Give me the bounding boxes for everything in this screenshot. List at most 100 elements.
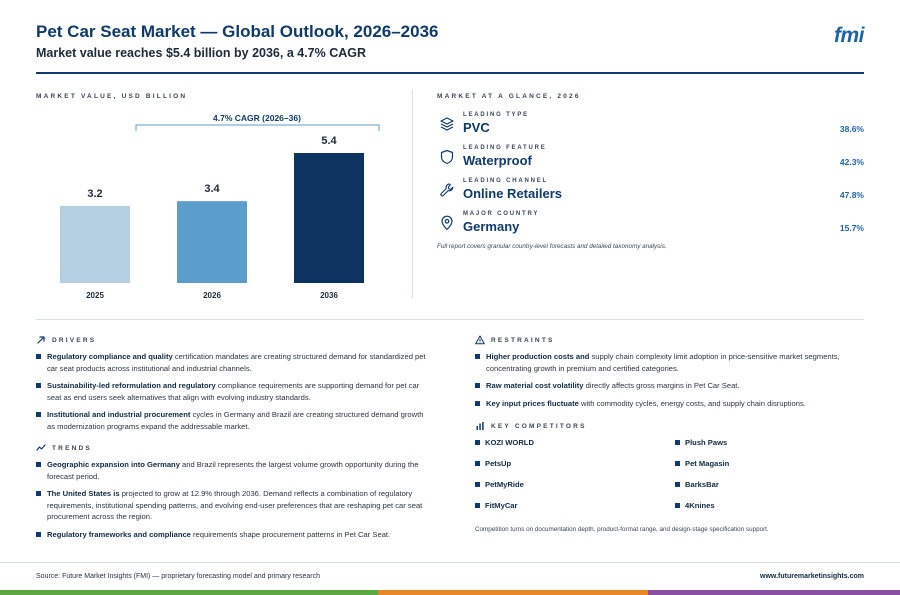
- wrench-icon: [440, 183, 454, 197]
- competitor-label: PetMyRide: [485, 480, 524, 489]
- bullet-bold: Key input prices fluctuate: [486, 398, 579, 408]
- market-value-bar-chart: 3.2 2025 3.4 2026 5.4 2036 4.7% CAGR (2026–36): [60, 113, 380, 300]
- glance-value: PVC: [463, 120, 490, 135]
- website-link[interactable]: www.futuremarketinsights.com: [760, 573, 864, 580]
- trends-label: TRENDS: [52, 444, 92, 452]
- bullet-bold: Regulatory frameworks and compliance: [47, 529, 191, 539]
- bullet-marker: [675, 461, 680, 466]
- competitor-label: 4Knines: [685, 501, 715, 510]
- bullet-marker: [36, 491, 41, 496]
- bullet-marker: [475, 461, 480, 466]
- glance-item-feature: LEADING FEATURE Waterproof 42.3%: [437, 145, 864, 175]
- bullet-marker: [675, 440, 680, 445]
- bullet-marker: [36, 462, 41, 467]
- bullet-bold: Geographic expansion into Germany: [47, 460, 180, 469]
- bar-chart-icon: [476, 422, 484, 430]
- bullet-marker: [475, 440, 480, 445]
- glance-category: LEADING TYPE: [463, 112, 529, 118]
- color-bar-segment: [648, 590, 900, 595]
- list-item: Sustainability-led reformulation and reg…: [36, 380, 431, 403]
- glance-section-label: MARKET AT A GLANCE, 2026: [437, 93, 581, 100]
- color-bar-segment: [378, 590, 648, 595]
- bullet-bold: Sustainability-led reformulation and reg…: [47, 381, 216, 390]
- bottom-color-bar: [0, 590, 900, 595]
- trend-arrow-icon: [37, 336, 45, 344]
- glance-item-type: LEADING TYPE PVC 38.6%: [437, 112, 864, 142]
- value-label: 5.4: [321, 135, 337, 147]
- competitor-name: KOZI WORLD: [475, 438, 534, 447]
- bullet-bold: The United States is: [47, 489, 120, 498]
- drivers-label: DRIVERS: [52, 336, 97, 344]
- bullet-text: and Brazil represents the largest volume…: [47, 460, 419, 481]
- glance-category: MAJOR COUNTRY: [463, 211, 540, 217]
- bullet-text: cycles in Germany and Brazil are creatin…: [47, 410, 424, 431]
- glance-category: LEADING FEATURE: [463, 145, 547, 151]
- list-item: Key input prices fluctuate with commodit…: [475, 398, 865, 410]
- bullet-bold: Higher production costs and: [486, 352, 590, 361]
- bullet-marker: [675, 482, 680, 487]
- competitor-name: PetsUp: [475, 459, 511, 468]
- bullet-bold: Institutional and industrial procurement: [47, 410, 191, 419]
- trends-list: Geographic expansion into Germany and Br…: [36, 459, 431, 546]
- bullet-marker: [475, 383, 480, 388]
- page-title: Pet Car Seat Market — Global Outlook, 20…: [36, 22, 439, 41]
- list-item: The United States is projected to grow a…: [36, 488, 431, 523]
- list-item: Regulatory compliance and quality certif…: [36, 351, 431, 374]
- glance-value: Online Retailers: [463, 186, 562, 201]
- footer-divider: [0, 562, 900, 563]
- category-label: 2026: [203, 291, 221, 300]
- competitor-label: KOZI WORLD: [485, 438, 534, 447]
- glance-value: Waterproof: [463, 153, 532, 168]
- bullet-marker: [475, 503, 480, 508]
- page-subtitle: Market value reaches $5.4 billion by 203…: [36, 46, 367, 60]
- competitor-label: PetsUp: [485, 459, 512, 468]
- bullet-text: supply chain complexity limit adoption i…: [486, 352, 840, 373]
- bullet-marker: [475, 400, 480, 406]
- competitor-name: Plush Paws: [675, 438, 727, 447]
- bullet-marker: [36, 383, 41, 388]
- fmi-logo[interactable]: fmi: [834, 24, 865, 47]
- glance-value: Germany: [463, 219, 520, 234]
- competitor-name: FitMyCar: [475, 501, 518, 510]
- bullet-marker: [36, 354, 41, 359]
- bullet-bold: Regulatory compliance and quality: [47, 352, 173, 361]
- value-label: 3.4: [204, 183, 220, 195]
- middle-divider: [36, 319, 864, 320]
- competitor-name: PetMyRide: [475, 480, 524, 489]
- source-note: Source: Future Market Insights (FMI) — p…: [36, 573, 320, 580]
- competitors-note: Competition turns on documentation depth…: [475, 526, 769, 533]
- competitor-label: FitMyCar: [485, 501, 518, 510]
- bullet-text: requirements shape procurement patterns …: [190, 529, 391, 539]
- glance-category: LEADING CHANNEL: [463, 178, 548, 184]
- glance-note: Full report covers granular country-leve…: [437, 243, 667, 250]
- competitor-label: BarksBar: [685, 480, 719, 489]
- bullet-bold: Raw material cost volatility: [486, 381, 584, 390]
- cagr-bracket: [135, 124, 380, 131]
- restraints-header: RESTRAINTS: [475, 335, 555, 345]
- bullet-marker: [36, 531, 41, 537]
- list-item: Institutional and industrial procurement…: [36, 409, 431, 432]
- bullet-text: projected to grow at 12.9% through 2036.…: [47, 489, 423, 521]
- glance-item-channel: LEADING CHANNEL Online Retailers 47.8%: [437, 178, 864, 208]
- bar-2025: [60, 205, 130, 283]
- competitor-name: BarksBar: [675, 480, 719, 489]
- list-item: Higher production costs and supply chain…: [475, 351, 865, 374]
- map-pin-icon: [441, 215, 453, 231]
- restraints-label: RESTRAINTS: [491, 336, 555, 344]
- header-divider: [36, 72, 864, 74]
- warning-icon: [475, 335, 485, 345]
- layers-icon: [440, 117, 454, 131]
- zigzag-trend-icon: [36, 444, 46, 451]
- drivers-header: DRIVERS: [36, 335, 96, 345]
- drivers-list: Regulatory compliance and quality certif…: [36, 351, 431, 438]
- glance-percent: 15.7%: [839, 223, 864, 233]
- glance-item-country: MAJOR COUNTRY Germany 15.7%: [437, 211, 864, 241]
- bullet-text: directly affects gross margins in Pet Ca…: [583, 381, 740, 390]
- category-label: 2025: [86, 291, 104, 300]
- bullet-marker: [36, 412, 41, 417]
- chart-section-label: MARKET VALUE, USD BILLION: [36, 93, 188, 100]
- bar-2036: [294, 153, 364, 283]
- bullet-marker: [675, 503, 680, 508]
- bullet-text: certification mandates are creating stru…: [47, 352, 426, 373]
- bullet-marker: [475, 482, 480, 487]
